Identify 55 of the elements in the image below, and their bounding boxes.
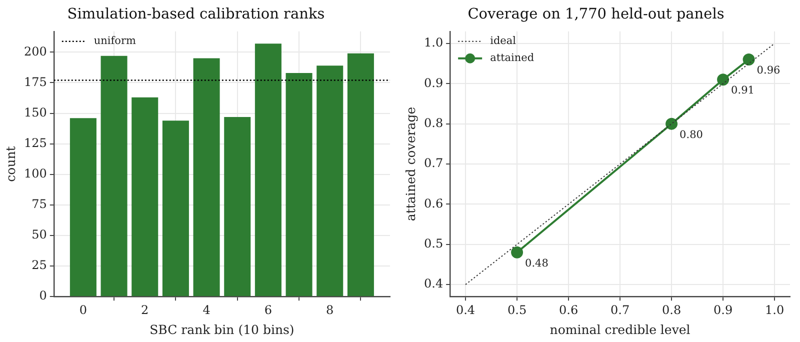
legend-label: attained bbox=[490, 52, 534, 64]
x-tick-label: 4 bbox=[202, 302, 211, 317]
point bbox=[511, 246, 524, 258]
bar bbox=[193, 58, 220, 296]
y-tick-label: 0.6 bbox=[424, 196, 444, 210]
data-label: 0.48 bbox=[525, 257, 548, 270]
bar bbox=[286, 72, 312, 296]
y-tick-label: 175 bbox=[24, 74, 47, 89]
y-tick-label: 100 bbox=[24, 166, 47, 181]
bar bbox=[316, 66, 344, 296]
legend-label: uniform bbox=[94, 35, 136, 48]
data-label: 0.80 bbox=[680, 128, 703, 141]
x-tick-label: 0.9 bbox=[714, 302, 733, 317]
bar bbox=[224, 116, 251, 296]
y-axis-title: count bbox=[2, 146, 18, 182]
y-tick-label: 25 bbox=[32, 258, 47, 272]
y-axis-title: attained coverage bbox=[402, 106, 418, 222]
y-tick-label: 150 bbox=[24, 105, 47, 120]
point bbox=[666, 118, 678, 130]
x-tick-label: 0.5 bbox=[507, 302, 527, 317]
bar bbox=[162, 120, 189, 296]
bar bbox=[70, 118, 96, 296]
chart-title: Coverage on 1,770 held-out panels bbox=[468, 6, 724, 22]
y-tick-label: 0.9 bbox=[424, 76, 444, 90]
x-tick-label: 6 bbox=[264, 302, 272, 317]
y-tick-label: 200 bbox=[24, 44, 47, 58]
point bbox=[717, 74, 730, 86]
y-tick-label: 0.7 bbox=[424, 156, 444, 170]
bar bbox=[100, 56, 128, 296]
y-tick-label: 1.0 bbox=[424, 36, 444, 50]
x-tick-label: 0.7 bbox=[610, 302, 630, 317]
y-tick-label: 0.5 bbox=[424, 236, 444, 250]
x-tick-label: 0.6 bbox=[558, 302, 578, 317]
x-axis-title: nominal credible level bbox=[550, 322, 690, 337]
bar bbox=[254, 44, 282, 296]
x-tick-label: 1.0 bbox=[765, 302, 784, 317]
bar bbox=[347, 53, 374, 296]
y-tick-label: 0.8 bbox=[424, 116, 444, 130]
chart-title: Simulation-based calibration ranks bbox=[67, 6, 325, 22]
legend-label: ideal bbox=[490, 35, 517, 48]
x-tick-label: 2 bbox=[141, 302, 149, 317]
point bbox=[742, 54, 755, 66]
y-tick-label: 75 bbox=[32, 197, 47, 212]
y-tick-label: 50 bbox=[32, 228, 47, 242]
bar bbox=[132, 97, 158, 296]
x-tick-label: 0.8 bbox=[662, 302, 682, 317]
x-tick-label: 8 bbox=[326, 302, 334, 317]
y-tick-label: 0.4 bbox=[424, 276, 444, 291]
x-axis-title: SBC rank bin (10 bins) bbox=[150, 322, 294, 337]
data-label: 0.91 bbox=[731, 84, 754, 97]
y-tick-label: 0 bbox=[39, 288, 47, 303]
x-tick-label: 0 bbox=[79, 302, 88, 317]
x-tick-label: 0.4 bbox=[456, 302, 476, 317]
y-tick-label: 125 bbox=[24, 136, 47, 150]
data-label: 0.96 bbox=[756, 64, 780, 77]
